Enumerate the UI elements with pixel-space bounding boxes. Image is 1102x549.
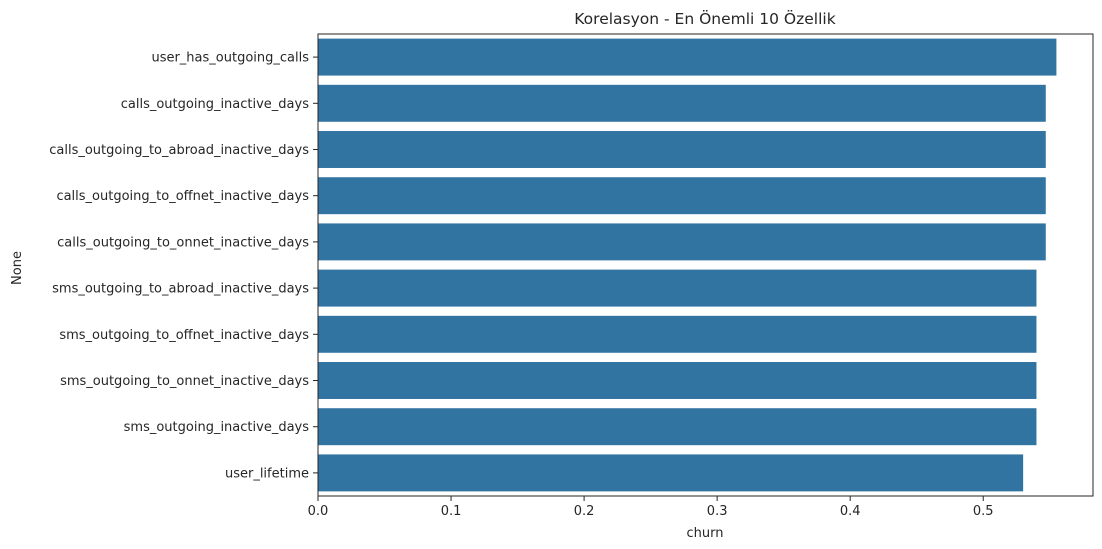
bar-calls-outgoing-to-offnet-inactive-days <box>318 177 1046 215</box>
x-tick-label: 0.2 <box>574 504 595 519</box>
bar-sms-outgoing-to-abroad-inactive-days <box>318 269 1037 307</box>
x-tick-label: 0.1 <box>441 504 462 519</box>
x-axis-label: churn <box>687 526 724 541</box>
x-axis-ticks: 0.0 0.1 0.2 0.3 0.4 0.5 <box>308 496 994 519</box>
plot-frame <box>317 33 1094 497</box>
bars-group <box>318 38 1057 492</box>
bar-calls-outgoing-to-onnet-inactive-days <box>318 223 1046 261</box>
bar-sms-outgoing-to-onnet-inactive-days <box>318 362 1037 399</box>
y-tick-label: calls_outgoing_to_onnet_inactive_days <box>57 235 309 250</box>
bar-user-lifetime <box>318 454 1024 492</box>
bar-sms-outgoing-to-offnet-inactive-days <box>318 315 1037 353</box>
bar-calls-outgoing-to-abroad-inactive-days <box>318 131 1046 168</box>
y-tick-label: user_lifetime <box>225 466 309 481</box>
chart-title: Korelasyon - En Önemli 10 Özellik <box>574 9 835 28</box>
y-axis-label: None <box>10 251 25 285</box>
y-tick-label: sms_outgoing_inactive_days <box>124 420 310 435</box>
y-tick-label: sms_outgoing_to_onnet_inactive_days <box>60 374 309 389</box>
y-tick-label: user_has_outgoing_calls <box>151 51 309 66</box>
y-tick-label: sms_outgoing_to_offnet_inactive_days <box>59 328 309 343</box>
y-tick-label: calls_outgoing_inactive_days <box>121 97 309 112</box>
y-tick-label: calls_outgoing_to_offnet_inactive_days <box>56 189 309 204</box>
bar-user-has-outgoing-calls <box>318 38 1057 76</box>
bar-calls-outgoing-inactive-days <box>318 84 1046 122</box>
y-tick-label: calls_outgoing_to_abroad_inactive_days <box>49 143 309 158</box>
x-tick-label: 0.5 <box>973 504 994 519</box>
bar-sms-outgoing-inactive-days <box>318 408 1037 446</box>
x-tick-label: 0.4 <box>840 504 861 519</box>
x-tick-label: 0.3 <box>707 504 728 519</box>
y-axis-ticks: user_has_outgoing_calls calls_outgoing_in… <box>49 51 318 481</box>
x-tick-label: 0.0 <box>308 504 329 519</box>
y-tick-label: sms_outgoing_to_abroad_inactive_days <box>52 282 309 297</box>
